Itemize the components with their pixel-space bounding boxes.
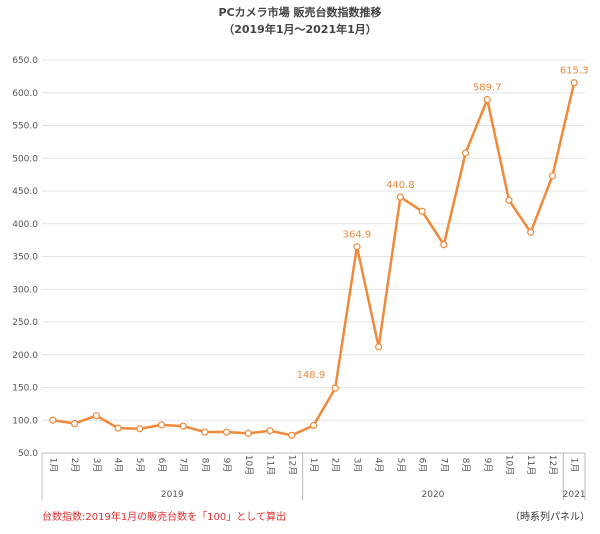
point — [418, 207, 426, 215]
footnote: 台数指数:2019年1月の販売台数を「100」として算出 — [42, 510, 286, 523]
point — [505, 196, 513, 204]
x-tick-label: 10月 — [243, 455, 254, 475]
x-tick-label: 4月 — [113, 458, 124, 473]
point — [570, 79, 578, 87]
x-tick-label: 3月 — [351, 458, 362, 473]
y-tick-label: 650.0 — [12, 56, 38, 66]
point — [353, 243, 361, 251]
x-tick-label: 8月 — [199, 458, 210, 473]
point — [440, 241, 448, 249]
point — [201, 428, 209, 436]
x-tick-label: 1月 — [569, 458, 580, 473]
x-tick-label: 1月 — [47, 458, 58, 473]
x-tick-label: 12月 — [286, 455, 297, 475]
point — [309, 421, 318, 430]
x-tick-label: 11月 — [525, 455, 536, 475]
point — [461, 149, 470, 157]
data-label: 440.8 — [386, 180, 415, 191]
point — [223, 428, 231, 436]
x-tick-label: 11月 — [265, 455, 276, 475]
year-label: 2020 — [422, 490, 445, 500]
point — [331, 384, 339, 392]
x-tick-label: 7月 — [438, 458, 449, 473]
point — [266, 427, 274, 435]
point — [114, 424, 122, 432]
point — [288, 431, 296, 439]
point — [396, 193, 404, 201]
y-tick-label: 250.0 — [12, 318, 38, 328]
year-label: 2021 — [563, 490, 586, 500]
x-tick-label: 12月 — [547, 455, 558, 475]
data-label: 148.9 — [297, 370, 326, 381]
y-tick-label: 200.0 — [12, 351, 38, 361]
x-tick-label: 4月 — [373, 458, 384, 473]
y-tick-label: 150.0 — [12, 384, 38, 394]
y-tick-label: 550.0 — [12, 122, 38, 132]
x-tick-label: 2月 — [69, 458, 80, 473]
chart-subtitle: （2019年1月〜2021年1月） — [223, 22, 377, 36]
point — [483, 95, 491, 104]
y-tick-label: 400.0 — [12, 220, 38, 230]
y-tick-label: 350.0 — [12, 253, 38, 263]
y-tick-label: 600.0 — [12, 89, 38, 99]
x-tick-label: 2月 — [330, 458, 341, 473]
source: （時系列パネル） — [510, 510, 590, 523]
data-label: 615.3 — [560, 66, 589, 77]
x-tick-label: 5月 — [395, 458, 406, 473]
y-tick-label: 300.0 — [12, 285, 38, 295]
year-label: 2019 — [161, 490, 184, 500]
data-label: 589.7 — [473, 82, 502, 93]
x-tick-label: 1月 — [308, 458, 319, 473]
point — [179, 422, 187, 430]
point — [49, 416, 57, 424]
point — [375, 343, 383, 351]
point — [92, 412, 100, 420]
x-tick-label: 3月 — [91, 458, 102, 473]
y-tick-label: 500.0 — [12, 154, 38, 164]
point — [244, 429, 252, 437]
chart-title: PCカメラ市場 販売台数指数推移 — [219, 5, 382, 19]
x-tick-label: 9月 — [221, 458, 232, 473]
point — [527, 228, 535, 236]
x-tick-label: 10月 — [503, 455, 514, 475]
y-tick-label: 100.0 — [12, 416, 38, 426]
x-tick-label: 8月 — [460, 458, 471, 473]
x-tick-label: 7月 — [178, 458, 189, 473]
x-tick-label: 6月 — [417, 458, 428, 473]
x-tick-label: 5月 — [134, 458, 145, 473]
x-tick-label: 6月 — [156, 458, 167, 473]
data-label: 364.9 — [343, 230, 372, 241]
point — [157, 421, 166, 429]
y-tick-label: 450.0 — [12, 187, 38, 197]
line — [52, 82, 576, 437]
point — [70, 419, 79, 428]
point — [136, 425, 144, 433]
point — [548, 172, 557, 180]
x-tick-label: 9月 — [482, 458, 493, 473]
y-tick-label: 50.0 — [18, 449, 38, 459]
